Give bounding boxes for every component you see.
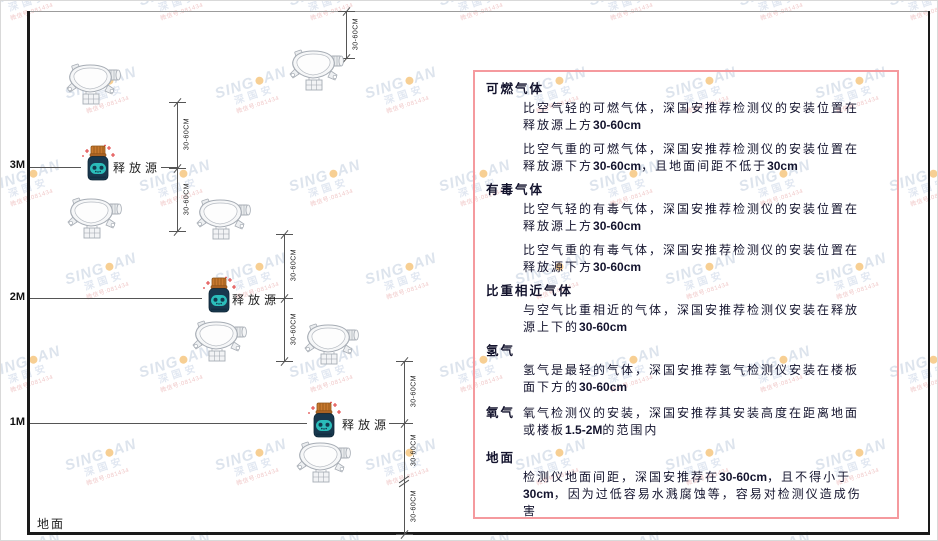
gas-detector-icon [65, 62, 121, 111]
release-source-label: 释放源 [232, 293, 281, 307]
release-source-icon [306, 401, 342, 444]
section-paragraph: 氢气是最轻的气体，深国安推荐氢气检测仪安装在楼板面下方的30-60cm [486, 362, 867, 396]
paragraph-text: ，且地面间距不低于 [641, 159, 768, 173]
connector-line [161, 167, 178, 168]
measurement-value: 30-60cm [593, 219, 642, 233]
section-heading: 地面 [486, 451, 516, 465]
section-paragraph: 与空气比重相近的气体，深国安推荐检测仪安装在释放源上下的30-60cm [486, 302, 867, 336]
gas-detector-icon [303, 322, 359, 371]
gas-detector-icon [195, 197, 251, 246]
connector-line [30, 423, 307, 424]
section-paragraph: 比空气重的有毒气体，深国安推荐检测仪的安装位置在释放源下方30-60cm [486, 242, 867, 276]
paragraph-text: 氢气是最轻的气体，深国安推荐氢气检测仪安装在楼板面下方的 [523, 363, 860, 394]
dimension-line [404, 361, 405, 534]
dimension-label: 30-60CM [352, 17, 360, 51]
release-source-icon [201, 276, 237, 319]
height-marker-label: 1M [9, 416, 25, 428]
section-paragraph: 氧气检测仪的安装，深国安推荐其安装高度在距离地面或楼板1.5-2M的范围内 [523, 405, 867, 439]
release-source-label: 释放源 [342, 418, 391, 432]
release-source-icon [80, 144, 116, 187]
dimension-label: 30-60CM [290, 248, 298, 282]
paragraph-text: 检测仪地面间距，深国安推荐在 [523, 470, 720, 484]
gas-detector-icon [288, 48, 344, 97]
height-marker-label: 2M [9, 291, 25, 303]
connector-line [265, 298, 285, 299]
dimension-label: 30-60CM [410, 433, 418, 467]
section-heading: 有毒气体 [486, 183, 545, 197]
section-paragraph: 比空气轻的可燃气体，深国安推荐检测仪的安装位置在释放源上方30-60cm [486, 100, 867, 134]
dimension-label: 30-60CM [183, 117, 191, 151]
paragraph-text: 比空气重的可燃气体，深国安推荐检测仪的安装位置在释放源下方 [523, 142, 860, 173]
section-heading: 比重相近气体 [486, 284, 574, 298]
annotation-panel: 可燃气体 比空气轻的可燃气体，深国安推荐检测仪的安装位置在释放源上方30-60cm… [473, 70, 899, 519]
paragraph-text: ，且不得小于 [767, 470, 852, 484]
paragraph-text: 比空气轻的可燃气体，深国安推荐检测仪的安装位置在释放源上方 [523, 101, 860, 132]
paragraph-text: 的范围内 [602, 423, 659, 437]
height-marker-label: 3M [9, 159, 25, 171]
measurement-value: 30-60cm [719, 470, 768, 484]
section-inline-row: 氧气 氧气检测仪的安装，深国安推荐其安装高度在距离地面或楼板1.5-2M的范围内 [486, 403, 867, 446]
paragraph-text: 比空气重的有毒气体，深国安推荐检测仪的安装位置在释放源下方 [523, 243, 860, 274]
gas-detector-icon [66, 196, 122, 245]
gas-detector-icon [295, 440, 351, 489]
paragraph-text: ，因为过低容易水溅腐蚀等，容易对检测仪造成伤害 [523, 487, 862, 518]
dimension-label: 30-60CM [290, 312, 298, 346]
section-heading: 可燃气体 [486, 82, 545, 96]
measurement-value: 30-60cm [579, 320, 628, 334]
ceiling-line [27, 11, 930, 12]
paragraph-text: 氧气检测仪的安装，深国安推荐其安装高度在距离地面或楼板 [523, 406, 860, 437]
section-paragraph: 检测仪地面间距，深国安推荐在30-60cm，且不得小于 30cm，因为过低容易水溅… [486, 469, 867, 518]
dimension-label: 30-60CM [410, 489, 418, 523]
paragraph-text: 与空气比重相近的气体，深国安推荐检测仪安装在释放源上下的 [523, 303, 860, 334]
measurement-value: 30-60cm [593, 159, 642, 173]
release-source-label: 释放源 [113, 161, 162, 175]
left-wall-line [27, 11, 30, 535]
dimension-line [346, 11, 347, 58]
ground-line [27, 532, 930, 535]
paragraph-text: 比空气轻的有毒气体，深国安推荐检测仪的安装位置在释放源上方 [523, 202, 860, 233]
section-paragraph: 比空气重的可燃气体，深国安推荐检测仪的安装位置在释放源下方30-60cm，且地面… [486, 141, 867, 175]
measurement-value: 30cm [523, 487, 554, 501]
measurement-value: 1.5-2M [565, 423, 603, 437]
gas-detector-icon [191, 319, 247, 368]
dimension-label: 30-60CM [183, 182, 191, 216]
section-heading: 氧气 [486, 406, 516, 420]
section-paragraph: 比空气轻的有毒气体，深国安推荐检测仪的安装位置在释放源上方30-60cm [486, 201, 867, 235]
dimension-label: 30-60CM [410, 374, 418, 408]
connector-line [30, 167, 81, 168]
ground-label: 地面 [37, 517, 66, 531]
measurement-value: 30-60cm [593, 118, 642, 132]
connector-line [30, 298, 202, 299]
section-heading: 氢气 [486, 344, 516, 358]
right-wall-line [928, 11, 930, 535]
measurement-value: 30-60cm [593, 260, 642, 274]
measurement-value: 30cm [767, 159, 798, 173]
measurement-value: 30-60cm [579, 380, 628, 394]
